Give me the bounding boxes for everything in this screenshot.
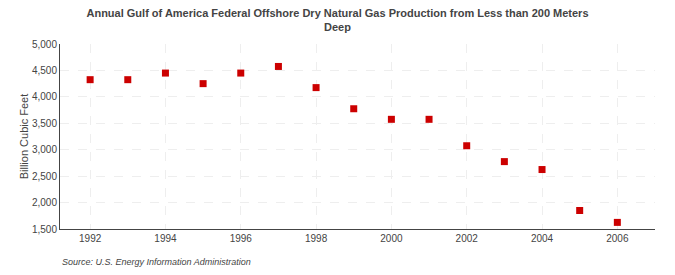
svg-text:2000: 2000 bbox=[380, 233, 403, 244]
svg-text:2,000: 2,000 bbox=[32, 197, 57, 208]
svg-text:3,500: 3,500 bbox=[32, 118, 57, 129]
svg-text:Source: U.S. Energy Informatio: Source: U.S. Energy Information Administ… bbox=[62, 257, 251, 267]
svg-text:1996: 1996 bbox=[230, 233, 253, 244]
svg-text:4,000: 4,000 bbox=[32, 91, 57, 102]
svg-text:2004: 2004 bbox=[531, 233, 554, 244]
svg-text:1994: 1994 bbox=[154, 233, 177, 244]
svg-text:Billion Cubic Feet: Billion Cubic Feet bbox=[18, 94, 30, 180]
svg-text:5,000: 5,000 bbox=[32, 39, 57, 50]
svg-text:1992: 1992 bbox=[79, 233, 102, 244]
svg-text:2006: 2006 bbox=[606, 233, 629, 244]
svg-text:3,000: 3,000 bbox=[32, 144, 57, 155]
svg-text:1,500: 1,500 bbox=[32, 224, 57, 235]
svg-text:Annual Gulf of America Federal: Annual Gulf of America Federal Offshore … bbox=[86, 7, 588, 33]
svg-text:2,500: 2,500 bbox=[32, 171, 57, 182]
svg-text:4,500: 4,500 bbox=[32, 65, 57, 76]
svg-text:2002: 2002 bbox=[456, 233, 479, 244]
svg-text:1998: 1998 bbox=[305, 233, 328, 244]
